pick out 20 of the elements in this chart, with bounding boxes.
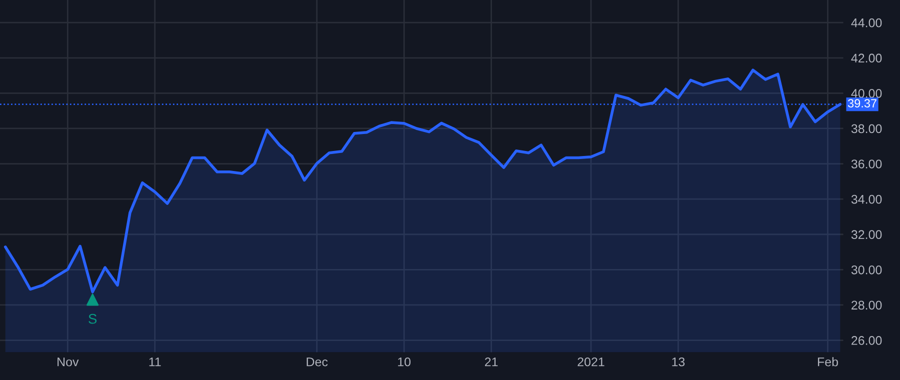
- y-tick-label: 38.00: [851, 124, 882, 134]
- y-tick-label: 34.00: [851, 194, 882, 204]
- x-tick-label: Dec: [306, 358, 328, 366]
- y-tick-label: 44.00: [851, 18, 882, 28]
- y-tick-label: 26.00: [852, 336, 882, 345]
- x-tick-label: 13: [672, 357, 685, 366]
- y-tick-label: 40.00: [851, 88, 882, 98]
- y-tick-label: 36.00: [851, 160, 882, 168]
- y-tick-label: 30.00: [851, 265, 882, 274]
- annotation: S: [88, 314, 97, 324]
- x-tick-label: 21: [484, 357, 498, 366]
- x-tick-label: 11: [149, 358, 161, 366]
- y-tick-label: 28.00: [852, 300, 882, 310]
- x-tick-label: Feb: [818, 357, 838, 366]
- y-tick-label: 32.00: [851, 230, 882, 240]
- x-tick-label: 2021: [578, 357, 604, 366]
- x-tick-label: 10: [398, 357, 411, 366]
- ref-line-label: 39.37: [848, 99, 876, 108]
- y-tick-label: 42.00: [851, 54, 882, 63]
- x-tick-label: Nov: [58, 358, 79, 366]
